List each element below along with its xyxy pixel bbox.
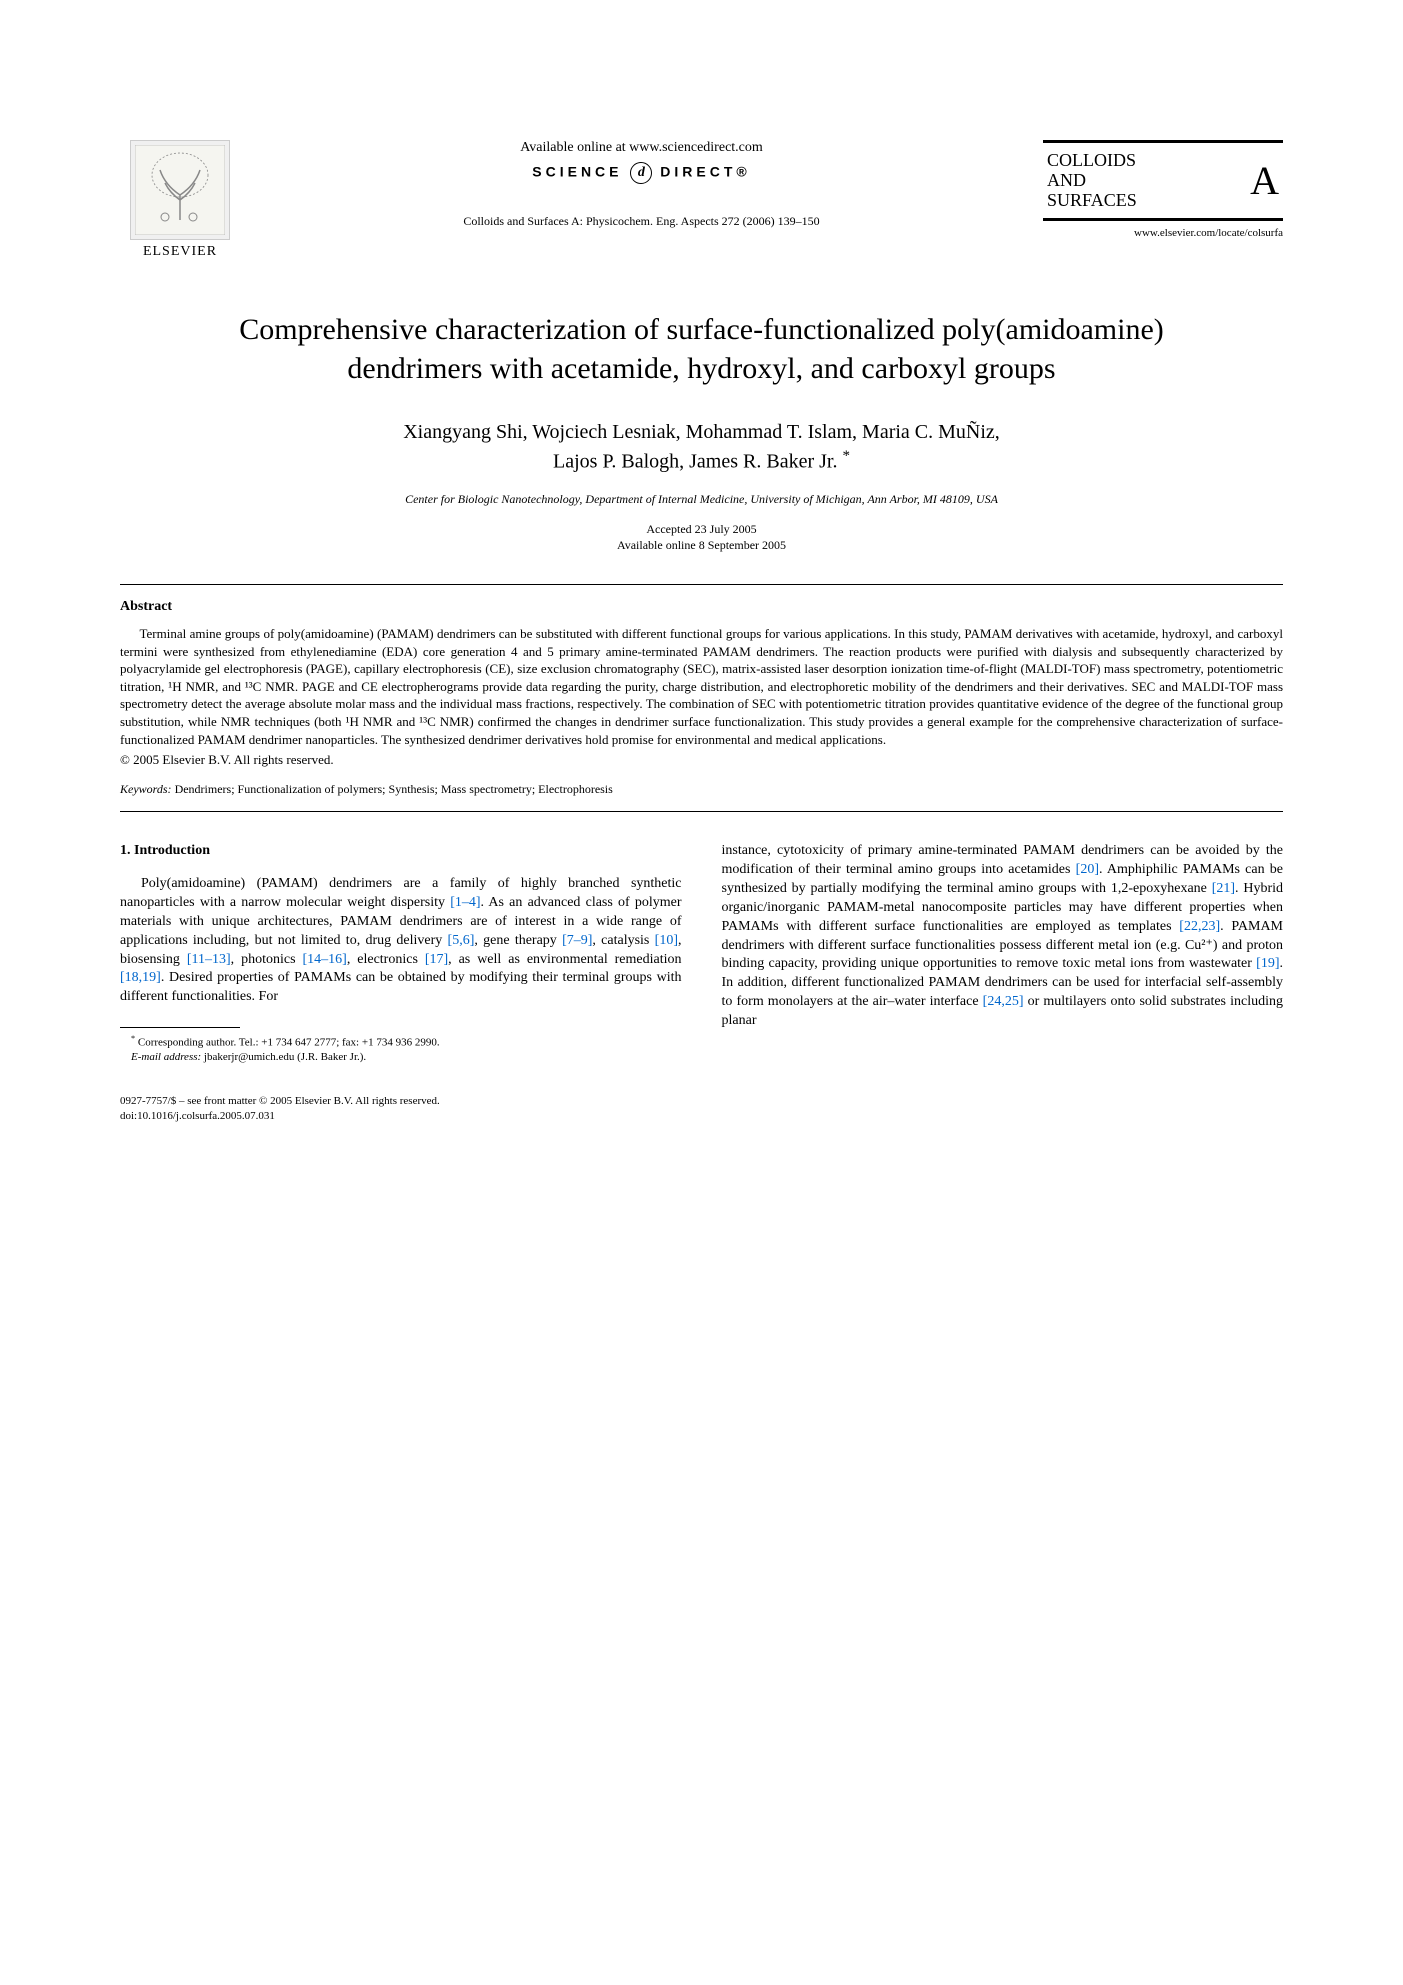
cite-1-4[interactable]: [1–4] [450,895,480,910]
footer: 0927-7757/$ – see front matter © 2005 El… [120,1094,1283,1123]
cite-11-13[interactable]: [11–13] [187,952,231,967]
journal-letter: A [1250,157,1279,204]
cite-18-19[interactable]: [18,19] [120,970,161,985]
available-date: Available online 8 September 2005 [617,538,786,552]
abstract-text: Terminal amine groups of poly(amidoamine… [120,625,1283,748]
sciencedirect-logo: SCIENCE d DIRECT® [260,162,1023,184]
cite-21[interactable]: [21] [1212,881,1235,896]
footnote-email: E-mail address: jbakerjr@umich.edu (J.R.… [120,1050,682,1064]
intro-paragraph-left: Poly(amidoamine) (PAMAM) dendrimers are … [120,875,682,1007]
cite-19b[interactable]: [19] [1256,956,1279,971]
right-header: COLLOIDS AND SURFACES A www.elsevier.com… [1043,140,1283,239]
cite-14-16[interactable]: [14–16] [302,952,346,967]
column-left: 1. Introduction Poly(amidoamine) (PAMAM)… [120,842,682,1064]
header-row: ELSEVIER Available online at www.science… [120,140,1283,260]
rule-bottom [120,811,1283,812]
sd-d-icon: d [630,162,652,184]
elsevier-tree-logo [130,140,230,240]
abstract-copyright: © 2005 Elsevier B.V. All rights reserved… [120,752,1283,768]
cite-7-9[interactable]: [7–9] [562,933,592,948]
footnote-email-value: jbakerjr@umich.edu (J.R. Baker Jr.). [201,1051,366,1063]
cite-24-25[interactable]: [24,25] [983,994,1024,1009]
journal-name-l3: SURFACES [1047,191,1137,211]
center-header: Available online at www.sciencedirect.co… [240,140,1043,229]
journal-url: www.elsevier.com/locate/colsurfa [1043,227,1283,239]
footnote-corresponding: * Corresponding author. Tel.: +1 734 647… [120,1034,682,1050]
footnote-email-label: E-mail address: [131,1051,201,1063]
footnote-corr-text: Corresponding author. Tel.: +1 734 647 2… [135,1037,439,1049]
journal-reference: Colloids and Surfaces A: Physicochem. En… [260,214,1023,229]
affiliation: Center for Biologic Nanotechnology, Depa… [120,492,1283,507]
sd-post: DIRECT® [660,164,750,180]
section-1-heading: 1. Introduction [120,842,682,861]
journal-name-l1: COLLOIDS [1047,151,1137,171]
cite-10[interactable]: [10] [655,933,678,948]
corresponding-marker: * [842,448,850,464]
journal-name: COLLOIDS AND SURFACES [1047,151,1137,210]
authors: Xiangyang Shi, Wojciech Lesniak, Mohamma… [120,418,1283,476]
footer-issn: 0927-7757/$ – see front matter © 2005 El… [120,1095,440,1107]
sd-pre: SCIENCE [532,164,622,180]
elsevier-block: ELSEVIER [120,140,240,260]
cite-5-6[interactable]: [5,6] [448,933,475,948]
body-columns: 1. Introduction Poly(amidoamine) (PAMAM)… [120,842,1283,1064]
article-title: Comprehensive characterization of surfac… [180,310,1223,388]
keywords-label: Keywords: [120,782,172,796]
rule-top [120,584,1283,585]
available-online-text: Available online at www.sciencedirect.co… [260,140,1023,156]
cite-20[interactable]: [20] [1076,862,1099,877]
journal-name-l2: AND [1047,171,1137,191]
elsevier-tree-icon [135,145,225,235]
cite-17[interactable]: [17] [425,952,448,967]
elsevier-label: ELSEVIER [143,244,217,260]
keywords: Keywords: Dendrimers; Functionalization … [120,782,1283,797]
column-right: instance, cytotoxicity of primary amine-… [722,842,1284,1064]
dates: Accepted 23 July 2005 Available online 8… [120,521,1283,555]
footer-doi: doi:10.1016/j.colsurfa.2005.07.031 [120,1110,275,1122]
abstract-heading: Abstract [120,599,1283,615]
footnote-separator [120,1027,240,1028]
authors-line2: Lajos P. Balogh, James R. Baker Jr. [553,451,837,473]
intro-paragraph-right: instance, cytotoxicity of primary amine-… [722,842,1284,1031]
journal-box: COLLOIDS AND SURFACES A [1043,140,1283,221]
accepted-date: Accepted 23 July 2005 [646,522,756,536]
authors-line1: Xiangyang Shi, Wojciech Lesniak, Mohamma… [403,421,1000,443]
keywords-text: Dendrimers; Functionalization of polymer… [172,782,613,796]
cite-22-23[interactable]: [22,23] [1179,919,1220,934]
